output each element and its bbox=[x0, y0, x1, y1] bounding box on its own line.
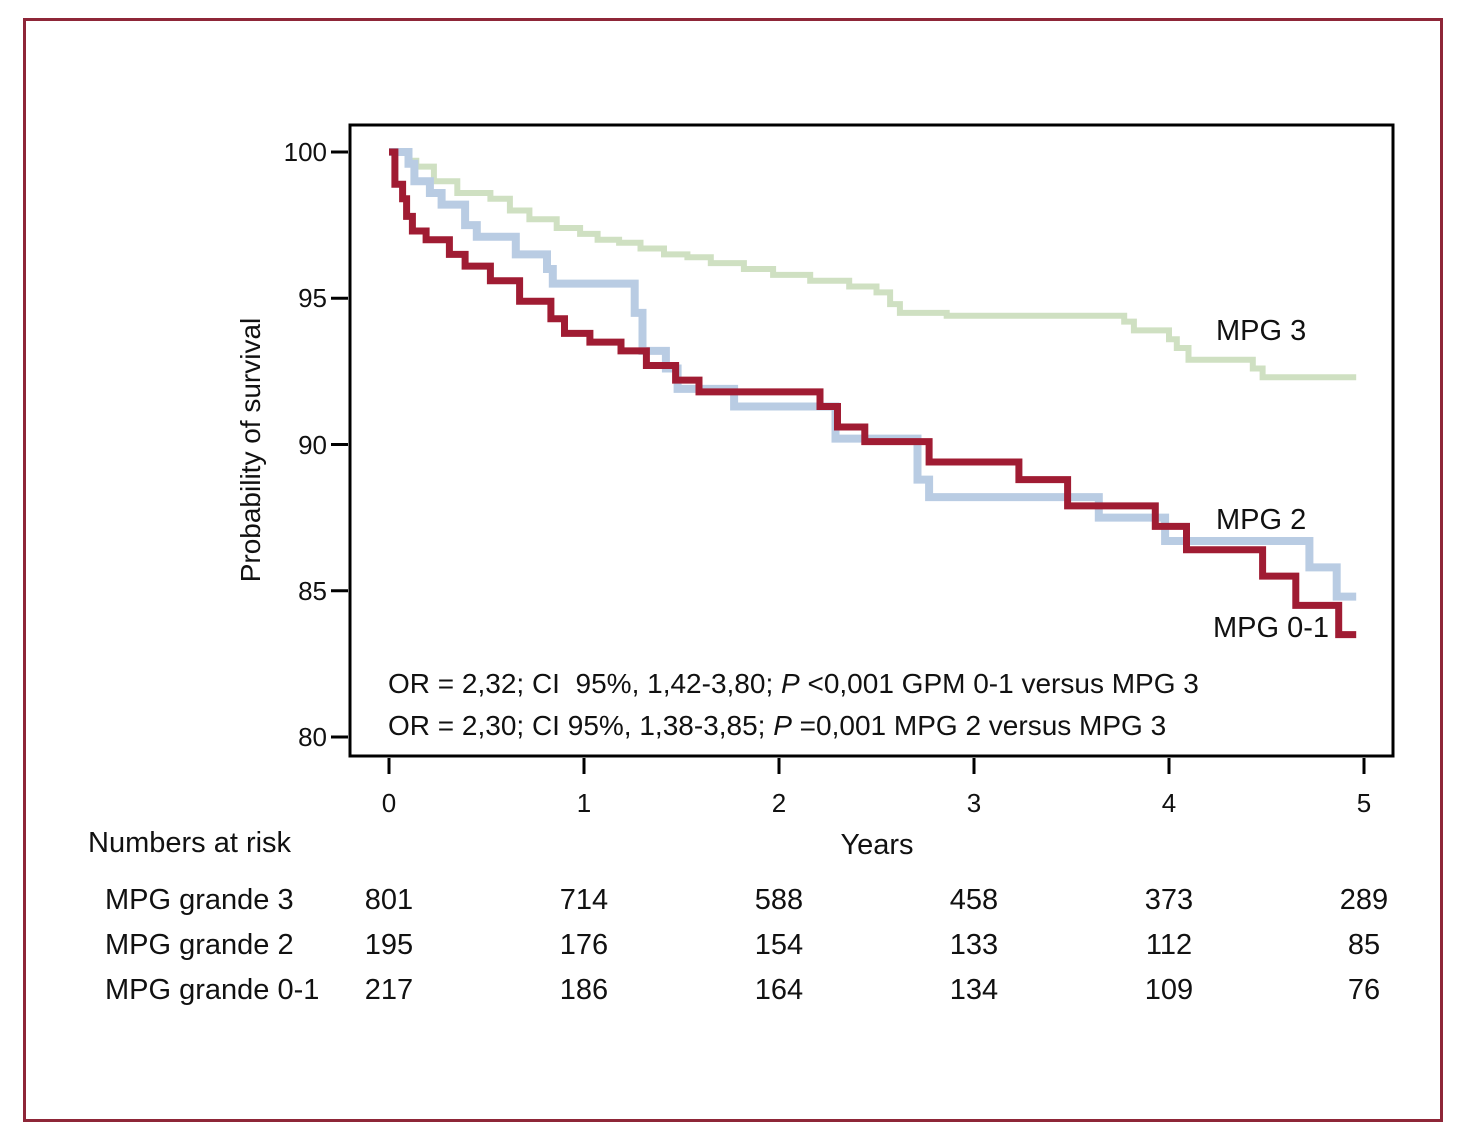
figure-border bbox=[23, 18, 1443, 1122]
risk-table-title: Numbers at risk bbox=[88, 827, 292, 859]
risk-cell: 588 bbox=[754, 884, 804, 916]
y-tick-label: 85 bbox=[298, 575, 327, 606]
risk-cell: 134 bbox=[949, 974, 999, 1006]
risk-cell: 186 bbox=[559, 974, 609, 1006]
x-tick-label: 5 bbox=[1356, 788, 1372, 818]
x-tick-label: 2 bbox=[771, 788, 787, 818]
x-tick-label: 4 bbox=[1161, 788, 1177, 818]
risk-cell: 112 bbox=[1145, 929, 1193, 961]
annotation-p-italic: P bbox=[781, 668, 800, 699]
y-tick-label: 80 bbox=[298, 722, 327, 752]
risk-row-label: MPG grande 0-1 bbox=[105, 974, 320, 1006]
annotation-p-italic: P bbox=[773, 710, 792, 741]
survival-curve-mpg-3 bbox=[389, 149, 1357, 381]
survival-curve-mpg-0-1 bbox=[389, 148, 1357, 639]
y-tick-label: 95 bbox=[298, 283, 327, 314]
risk-cell: 85 bbox=[1347, 929, 1381, 961]
annotation-text: OR = 2,30; CI 95%, 1,38-3,85; bbox=[388, 710, 774, 741]
risk-cell: 76 bbox=[1347, 974, 1381, 1006]
risk-cell: 217 bbox=[364, 974, 414, 1006]
risk-cell: 373 bbox=[1144, 884, 1194, 916]
curve-label-mpg2: MPG 2 bbox=[1216, 504, 1307, 536]
stats-annotation-line1: OR = 2,32; CI 95%, 1,42-3,80; P <0,001 G… bbox=[388, 668, 1199, 700]
risk-row-label: MPG grande 2 bbox=[105, 929, 294, 961]
curve-label-mpg3: MPG 3 bbox=[1216, 315, 1307, 347]
risk-cell: 154 bbox=[754, 929, 804, 961]
survival-curve-mpg-2 bbox=[389, 148, 1357, 601]
annotation-text: OR = 2,32; CI 95%, 1,42-3,80; bbox=[388, 668, 781, 699]
risk-cell: 289 bbox=[1339, 884, 1389, 916]
annotation-text: <0,001 GPM 0-1 versus MPG 3 bbox=[799, 668, 1199, 699]
risk-cell: 714 bbox=[559, 884, 609, 916]
x-axis-title: Years bbox=[840, 829, 914, 861]
risk-cell: 164 bbox=[754, 974, 804, 1006]
x-tick-label: 1 bbox=[576, 788, 592, 818]
annotation-text: =0,001 MPG 2 versus MPG 3 bbox=[791, 710, 1167, 741]
risk-cell: 195 bbox=[364, 929, 414, 961]
y-tick-label: 90 bbox=[298, 429, 327, 460]
risk-cell: 801 bbox=[364, 884, 414, 916]
plot-frame bbox=[348, 123, 1395, 758]
x-tick-label: 3 bbox=[966, 788, 982, 818]
risk-row-label: MPG grande 3 bbox=[105, 884, 294, 916]
risk-cell: 458 bbox=[949, 884, 999, 916]
y-tick-label: 100 bbox=[283, 137, 327, 167]
risk-cell: 176 bbox=[559, 929, 609, 961]
curve-label-mpg01: MPG 0-1 bbox=[1213, 612, 1330, 644]
x-tick-label: 0 bbox=[381, 788, 397, 818]
stats-annotation-line2: OR = 2,30; CI 95%, 1,38-3,85; P =0,001 M… bbox=[388, 710, 1166, 742]
risk-cell: 133 bbox=[949, 929, 999, 961]
risk-cell: 109 bbox=[1144, 974, 1194, 1006]
